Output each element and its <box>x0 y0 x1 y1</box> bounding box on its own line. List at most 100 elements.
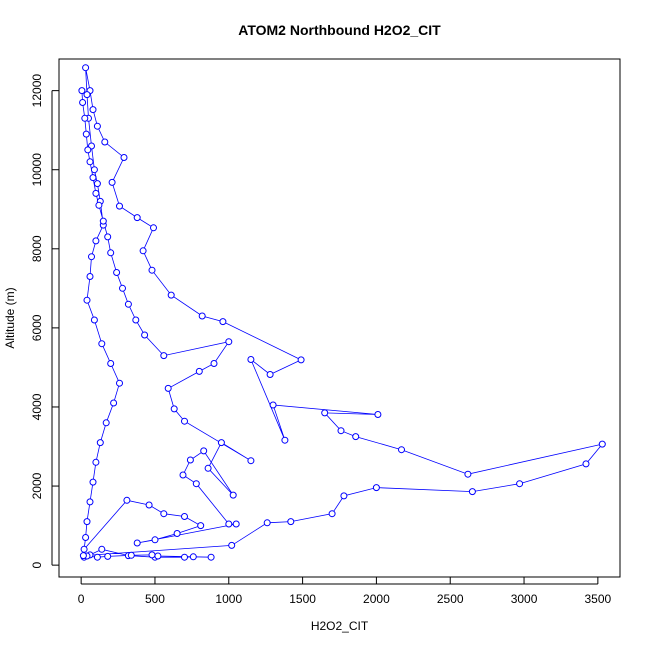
data-point <box>124 300 132 308</box>
y-tick-label: 0 <box>30 561 44 568</box>
data-point <box>101 138 109 146</box>
data-point <box>89 478 97 486</box>
data-point <box>263 519 271 527</box>
data-point <box>374 411 382 418</box>
data-point <box>108 178 116 186</box>
data-point <box>83 91 91 99</box>
y-tick-label: 12000 <box>30 74 44 108</box>
data-point <box>160 352 168 360</box>
data-point <box>398 446 405 454</box>
y-axis-label: Altitude (m) <box>3 287 17 348</box>
data-point <box>170 405 178 413</box>
data-point <box>82 64 90 72</box>
data-point <box>107 249 115 257</box>
data-point <box>80 545 88 553</box>
data-point <box>90 316 98 324</box>
data-point <box>181 553 188 561</box>
data-point <box>116 379 123 387</box>
data-point <box>269 401 277 409</box>
data-point <box>247 457 255 465</box>
data-point <box>219 318 227 326</box>
data-point <box>98 340 106 348</box>
data-point <box>160 510 168 518</box>
data-point <box>89 174 97 182</box>
x-axis: 0 500 1000 1500 2000 2500 3000 3500 <box>78 577 612 606</box>
data-point <box>79 99 87 106</box>
data-point <box>225 520 233 528</box>
data-point <box>133 539 141 547</box>
data-point <box>82 534 90 541</box>
data-point <box>95 201 103 209</box>
data-point <box>133 214 141 222</box>
data-point <box>266 371 274 378</box>
data-point <box>132 316 140 324</box>
data-point <box>164 384 172 392</box>
y-tick-label: 4000 <box>30 393 44 420</box>
data-point <box>141 331 149 339</box>
data-point <box>181 513 188 520</box>
data-point <box>150 224 157 232</box>
data-point <box>99 217 107 225</box>
data-point <box>372 484 380 492</box>
x-tick-label: 3000 <box>511 592 538 606</box>
data-point <box>83 518 91 526</box>
data-point <box>582 460 590 468</box>
data-point <box>287 518 295 526</box>
data-point <box>78 87 86 95</box>
x-tick-label: 1000 <box>215 592 242 606</box>
data-point <box>328 510 336 518</box>
data-point <box>93 180 101 188</box>
data-point <box>598 440 606 448</box>
data-point <box>86 158 94 166</box>
x-tick-label: 2000 <box>363 592 390 606</box>
data-point <box>148 266 156 274</box>
y-tick-label: 10000 <box>30 153 44 187</box>
data-point <box>102 419 110 427</box>
data-point <box>127 551 135 559</box>
y-tick-label: 6000 <box>30 314 44 341</box>
data-point <box>225 338 233 346</box>
data-point <box>228 541 236 549</box>
data-point <box>189 553 197 561</box>
data-point <box>82 130 90 138</box>
data-point <box>88 253 95 261</box>
x-tick-label: 2500 <box>437 592 464 606</box>
data-point <box>119 284 126 292</box>
data-point <box>92 458 100 466</box>
data-point <box>81 114 89 122</box>
data-point <box>468 488 476 496</box>
data-point <box>198 312 206 320</box>
data-point <box>90 166 98 174</box>
data-point <box>210 360 218 367</box>
data-point <box>84 146 92 154</box>
data-point <box>120 154 128 161</box>
data-point <box>93 553 101 561</box>
data-point <box>96 439 104 447</box>
data-point <box>110 399 118 407</box>
data-point <box>89 106 97 114</box>
data-point <box>217 439 225 447</box>
data-point <box>321 409 329 417</box>
data-point <box>104 552 112 560</box>
data-point <box>197 522 205 530</box>
data-point <box>113 269 121 276</box>
data-point <box>86 273 94 280</box>
data-point <box>281 436 289 444</box>
data-point <box>92 189 100 197</box>
data-point <box>195 367 203 375</box>
data-point <box>151 536 159 544</box>
data-point <box>516 480 524 488</box>
data-point <box>232 520 240 528</box>
y-tick-label: 8000 <box>30 235 44 262</box>
data-point <box>86 498 94 506</box>
plot-frame <box>58 58 621 578</box>
data-point <box>186 456 194 464</box>
data-point <box>464 470 472 478</box>
data-point <box>179 471 187 479</box>
data-point <box>207 553 215 561</box>
data-point <box>104 233 112 241</box>
series-line <box>81 67 604 558</box>
data-point <box>173 530 181 537</box>
data-point <box>229 491 237 499</box>
